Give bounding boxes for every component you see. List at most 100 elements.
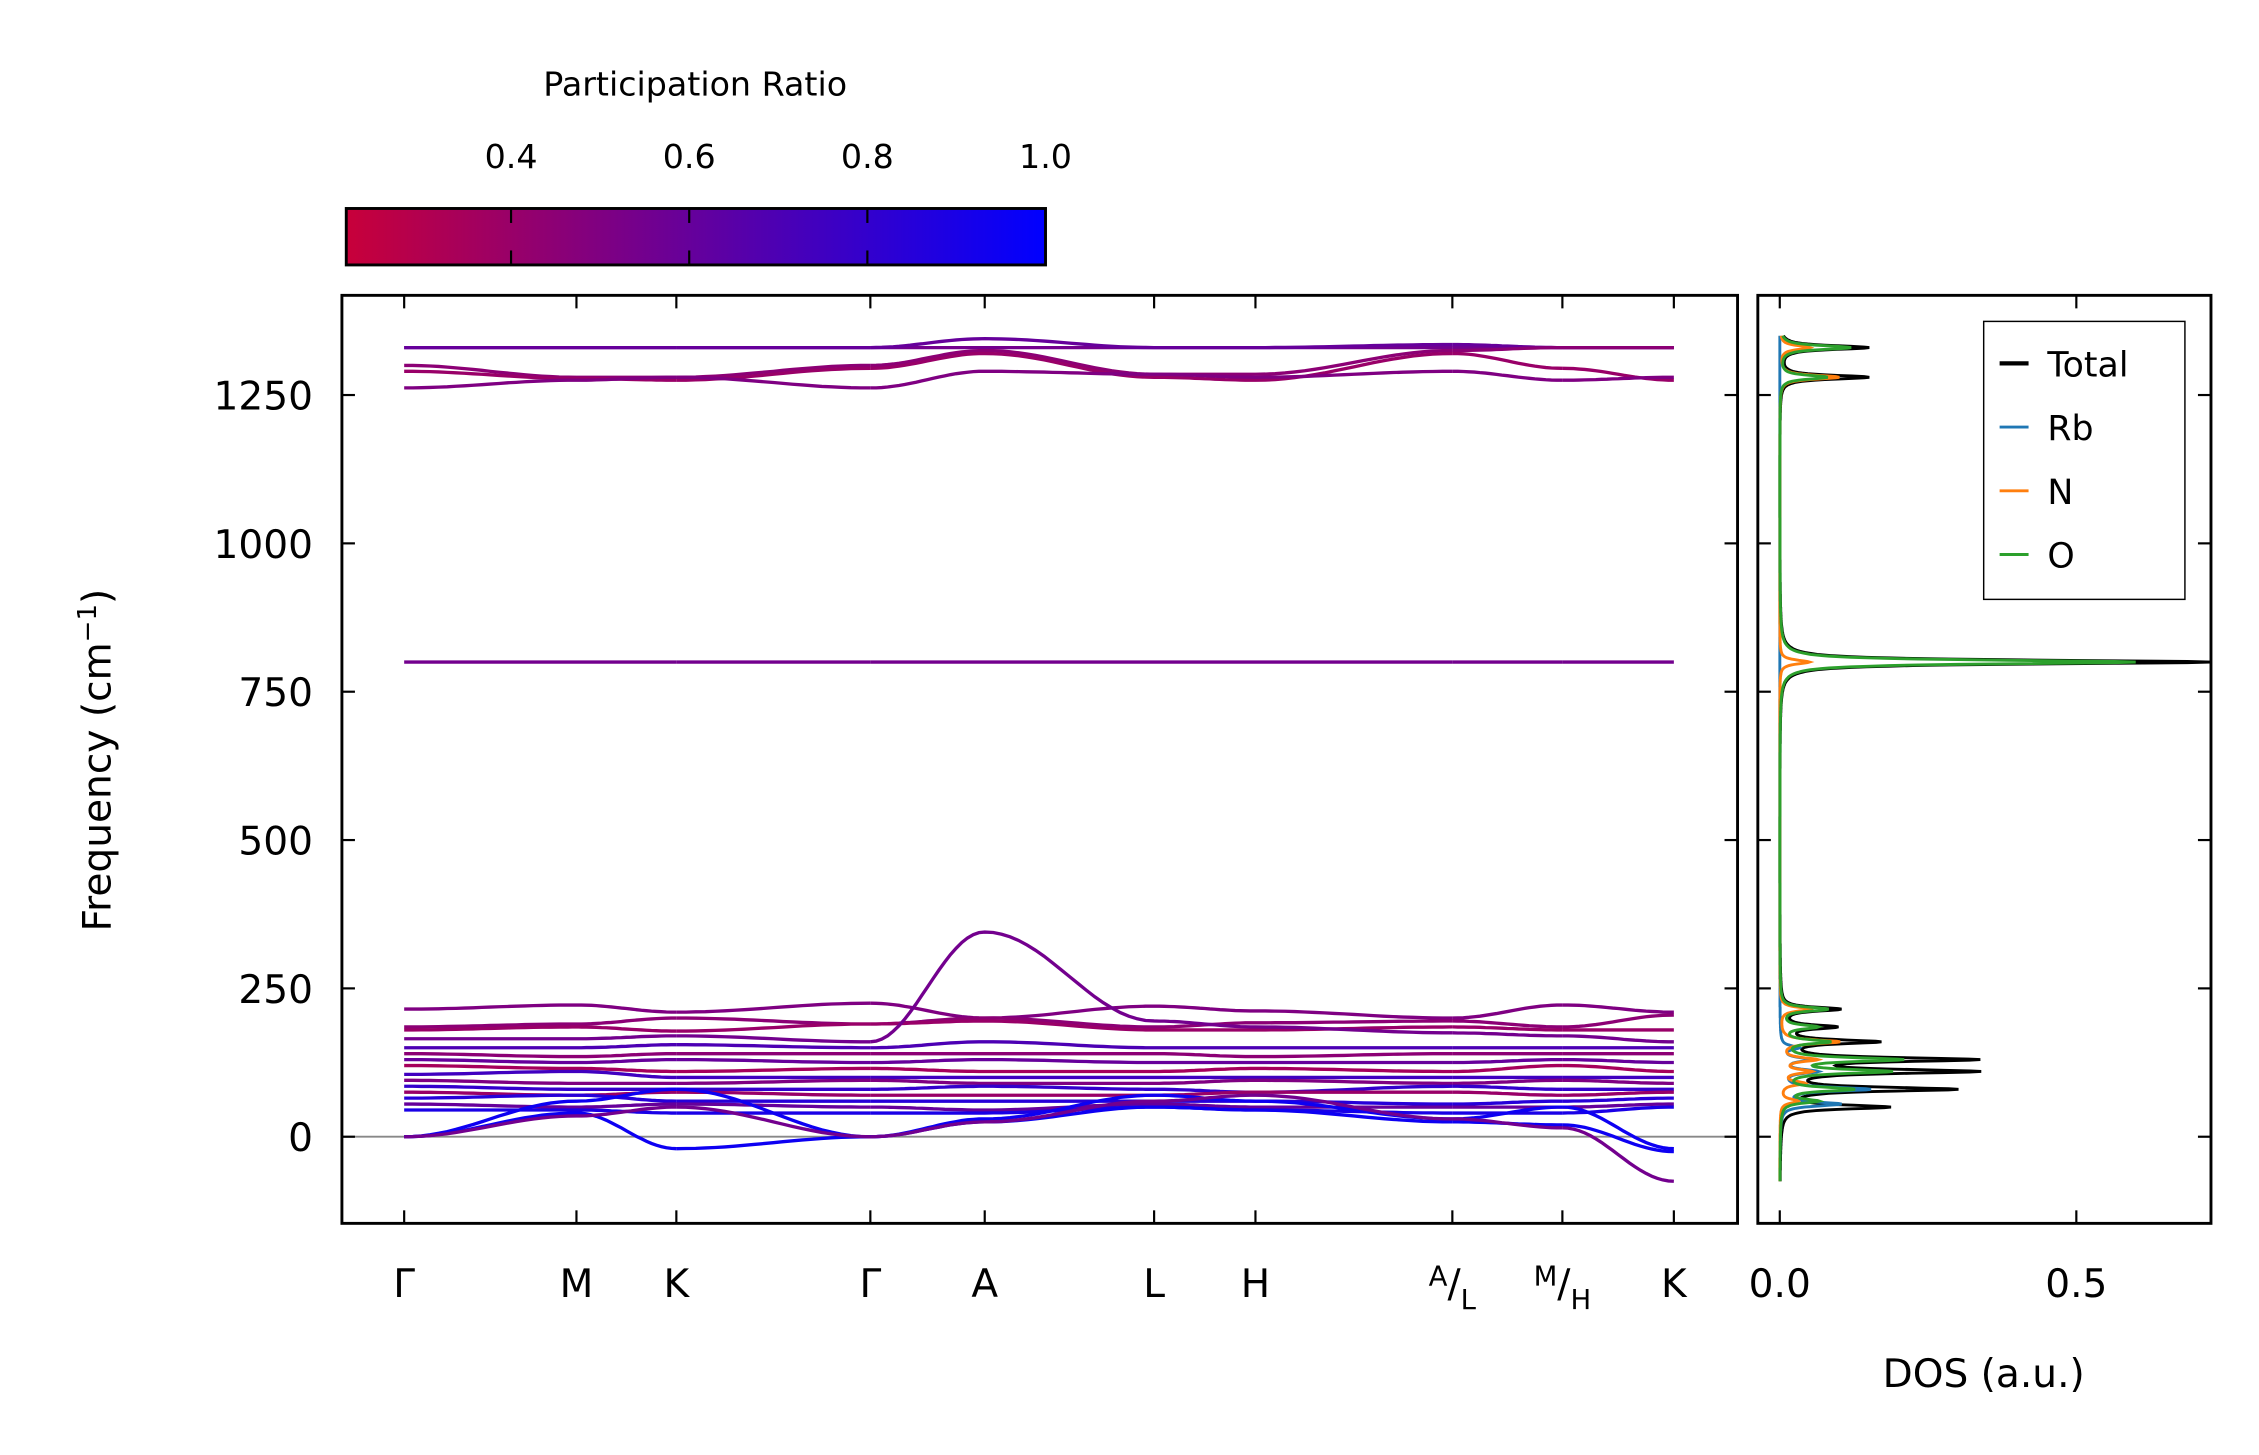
- k-point-label: H: [1241, 1262, 1270, 1307]
- band-20: [1562, 1105, 1674, 1115]
- band-6: [870, 1001, 1453, 1020]
- band-21: [1562, 1105, 1674, 1151]
- k-point-label: M/H: [1534, 1261, 1592, 1316]
- y-tick-label: 1250: [214, 375, 313, 420]
- colorbar-gradient: [344, 207, 1047, 267]
- band-23: [676, 1105, 871, 1139]
- k-point-label: L: [1143, 1262, 1165, 1307]
- band-13: [676, 1066, 871, 1074]
- band-22: [1562, 1123, 1674, 1154]
- k-point-label: M: [560, 1262, 594, 1307]
- band-axes-frame: [340, 293, 1740, 1225]
- band-4: [870, 369, 1453, 390]
- band-13: [404, 1063, 677, 1074]
- band-16: [1452, 1084, 1563, 1091]
- colorbar: Participation Ratio 0.4 0.6 0.8 1.0: [344, 65, 1072, 267]
- band-15: [676, 1078, 871, 1086]
- legend-label-rb: Rb: [2047, 409, 2093, 449]
- band-12: [676, 1057, 871, 1065]
- band-18: [1562, 1096, 1674, 1103]
- band-12: [1452, 1057, 1563, 1065]
- band-16: [404, 1084, 677, 1091]
- band-4: [404, 375, 677, 390]
- k-point-label: K: [1661, 1262, 1688, 1307]
- y-tick-label: 0: [288, 1116, 313, 1161]
- colorbar-tick-label: 0.4: [485, 137, 538, 176]
- k-point-label: Γ: [859, 1262, 881, 1307]
- band-9: [404, 1034, 677, 1041]
- band-7: [404, 1016, 677, 1029]
- band-12: [870, 1057, 1453, 1065]
- band-13: [1452, 1063, 1563, 1074]
- band-23: [1562, 1126, 1674, 1183]
- band-18: [404, 1093, 677, 1103]
- band-axes-ticks: 0 250 500 750 1000 1250 Γ M K Γ A L H A/L M/H K: [214, 295, 2211, 1316]
- band-7: [1452, 1019, 1563, 1029]
- k-point-label: Γ: [393, 1262, 415, 1307]
- band-10: [676, 1043, 871, 1050]
- k-point-label: A: [971, 1262, 998, 1307]
- band-3: [870, 351, 1453, 382]
- y-tick-label: 1000: [214, 523, 313, 568]
- band-6: [676, 1001, 871, 1014]
- band-3: [1452, 351, 1563, 370]
- band-15: [404, 1078, 677, 1086]
- band-20: [404, 1108, 677, 1115]
- band-14: [404, 1069, 677, 1080]
- band-8: [676, 1022, 871, 1033]
- y-axis-label: Frequency (cm−1): [73, 589, 120, 932]
- band-11: [870, 1052, 1453, 1059]
- band-19: [676, 1102, 871, 1109]
- band-2: [1452, 345, 1563, 353]
- band-4: [1562, 375, 1674, 382]
- band-23: [1452, 1117, 1563, 1130]
- band-7: [1562, 1013, 1674, 1029]
- band-10: [404, 1043, 677, 1050]
- band-9: [1452, 1031, 1563, 1038]
- legend-box: [1982, 320, 2186, 601]
- dos-x-tick-label: 0.0: [1749, 1262, 1811, 1307]
- y-tick-label: 500: [238, 820, 313, 865]
- band-21: [404, 1087, 677, 1139]
- band-19: [1562, 1102, 1674, 1109]
- colorbar-tick-label: 1.0: [1019, 137, 1072, 176]
- colorbar-tick-label: 0.6: [663, 137, 716, 176]
- band-9: [676, 1034, 871, 1044]
- band-17: [1562, 1090, 1674, 1097]
- dos-x-axis-label: DOS (a.u.): [1883, 1352, 2085, 1397]
- colorbar-tick-label: 0.8: [841, 137, 894, 176]
- band-8: [1452, 1025, 1563, 1032]
- colorbar-title: Participation Ratio: [543, 65, 847, 104]
- band-12: [1562, 1057, 1674, 1065]
- band-22: [676, 1135, 871, 1151]
- band-6: [1452, 1003, 1563, 1020]
- dos-x-tick-label: 0.5: [2045, 1262, 2107, 1307]
- band-9: [1562, 1034, 1674, 1044]
- band-15: [1452, 1078, 1563, 1086]
- band-13: [870, 1066, 1453, 1074]
- dos-panel: 0.0 0.5 DOS (a.u.) Total Rb NO: [1749, 293, 2213, 1397]
- band-23: [404, 1105, 677, 1139]
- band-23: [870, 1093, 1453, 1139]
- legend-label-o: O: [2047, 537, 2074, 577]
- band-21: [870, 1093, 1453, 1139]
- dos-axes-frame: [1756, 293, 2213, 1225]
- bands: [341, 336, 1738, 1183]
- band-8: [404, 1025, 677, 1033]
- band-structure-panel: 0 250 500 750 1000 1250 Γ M K Γ A L H A/L M/H K Frequen…: [73, 293, 2211, 1316]
- band-19: [404, 1102, 677, 1109]
- colorbar-ticks: 0.4 0.6 0.8 1.0: [485, 137, 1072, 265]
- band-17: [1452, 1090, 1563, 1097]
- band-10: [870, 1040, 1453, 1050]
- band-6: [404, 1003, 677, 1014]
- band-9: [870, 930, 1453, 1044]
- legend: Total Rb NO: [1982, 320, 2186, 601]
- y-tick-label: 750: [238, 671, 313, 716]
- dos-line-o: [1778, 335, 2136, 1182]
- band-4: [676, 375, 871, 390]
- band-11: [404, 1052, 677, 1059]
- band-13: [1562, 1063, 1674, 1074]
- band-1: [870, 336, 1453, 350]
- legend-label-total: Total: [2046, 345, 2128, 385]
